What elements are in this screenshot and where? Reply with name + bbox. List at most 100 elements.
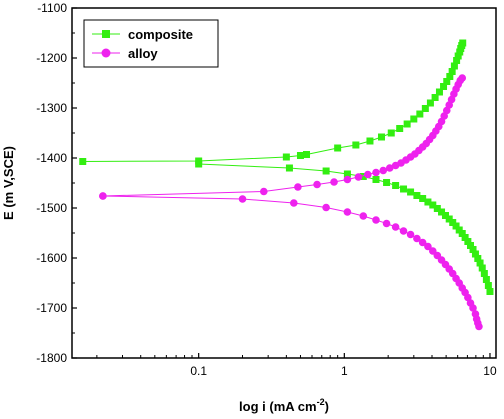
data-point-alloy (238, 195, 247, 203)
data-point-composite (407, 188, 415, 196)
legend: composite alloy (83, 19, 219, 68)
data-point-composite (392, 182, 400, 189)
data-point-composite (79, 158, 87, 165)
data-point-alloy (322, 203, 330, 212)
y-tick-label: -1300 (36, 101, 67, 115)
data-point-alloy (343, 208, 352, 216)
data-point-alloy (294, 183, 302, 191)
data-point-composite (435, 88, 443, 96)
data-point-alloy (330, 178, 338, 186)
axes-layer: -1800 -1700 -1600 -1500 -1400 -1300 -1200 -1100… (36, 1, 497, 378)
data-point-composite (469, 246, 477, 253)
data-point-composite (454, 52, 462, 60)
y-tick-label: -1700 (36, 301, 67, 315)
data-point-composite (429, 201, 437, 209)
data-point-alloy (469, 304, 477, 312)
x-tick-label: 0.1 (190, 364, 207, 378)
data-point-composite (410, 115, 418, 123)
data-point-alloy (354, 173, 363, 181)
data-point-composite (403, 120, 411, 128)
y-tick-label: -1400 (36, 151, 67, 165)
data-point-composite (480, 270, 488, 277)
data-point-composite (431, 94, 439, 101)
data-point-composite (352, 141, 360, 149)
series-layer (79, 39, 494, 331)
data-point-composite (482, 276, 490, 283)
data-point-alloy (413, 234, 421, 243)
x-axis-title-sup: -2 (317, 397, 325, 407)
data-point-alloy (343, 175, 352, 184)
data-point-composite (419, 195, 427, 202)
legend-label-alloy: alloy (128, 46, 158, 61)
data-point-composite (372, 176, 380, 183)
data-point-composite (195, 160, 203, 168)
data-point-composite (416, 110, 424, 118)
data-point-composite (343, 170, 351, 178)
data-point-alloy (379, 166, 388, 175)
data-point-alloy (391, 223, 400, 231)
data-point-composite (443, 78, 451, 85)
x-axis-title-main: log i (mA cm (239, 399, 317, 414)
y-tick-label: -1600 (36, 251, 67, 265)
y-tick-label: -1800 (36, 351, 67, 365)
legend-marker-composite (102, 30, 110, 38)
data-point-alloy (475, 322, 483, 331)
data-point-composite (452, 222, 460, 230)
data-point-alloy (290, 199, 298, 207)
data-point-composite (378, 133, 386, 141)
data-point-composite (453, 57, 461, 64)
y-tick-label: -1200 (36, 51, 67, 65)
data-point-composite (433, 205, 441, 212)
data-point-composite (421, 105, 429, 112)
data-point-composite (461, 234, 469, 241)
data-point-alloy (259, 187, 268, 196)
data-point-composite (426, 99, 434, 107)
data-point-composite (484, 282, 492, 289)
data-point-composite (448, 68, 456, 75)
data-point-alloy (418, 238, 427, 247)
data-point-alloy (382, 219, 391, 228)
data-point-alloy (372, 216, 380, 224)
data-point-composite (440, 83, 448, 90)
data-point-composite (424, 198, 432, 206)
data-point-composite (387, 129, 395, 137)
data-point-composite (366, 137, 374, 145)
legend-label-composite: composite (128, 27, 193, 42)
data-point-composite (476, 259, 484, 267)
data-point-composite (450, 62, 458, 70)
data-point-composite (282, 153, 290, 161)
data-point-alloy (385, 164, 394, 172)
data-point-alloy (406, 230, 415, 239)
data-point-composite (459, 39, 467, 47)
data-point-alloy (399, 227, 408, 235)
x-axis-title-close: ) (325, 399, 329, 414)
data-point-alloy (458, 74, 467, 82)
data-point-composite (438, 208, 446, 216)
data-point-composite (303, 151, 311, 158)
data-point-alloy (359, 212, 368, 220)
x-tick-label: 1 (341, 364, 348, 378)
data-point-composite (400, 185, 408, 193)
data-point-composite (466, 242, 474, 249)
data-point-composite (296, 152, 304, 159)
data-point-composite (471, 250, 479, 258)
y-axis-title: E (m V,SCE) (1, 146, 16, 220)
data-point-composite (334, 144, 342, 152)
y-tick-label: -1500 (36, 201, 67, 215)
data-point-composite (445, 215, 453, 223)
data-point-composite (322, 167, 330, 175)
y-tick-label: -1100 (37, 1, 67, 15)
data-point-alloy (313, 180, 321, 189)
data-point-composite (478, 264, 486, 272)
data-point-composite (359, 173, 367, 180)
legend-box (83, 19, 219, 68)
data-point-composite (464, 238, 472, 245)
data-point-composite (474, 255, 482, 262)
data-point-composite (486, 288, 494, 295)
data-point-alloy (372, 168, 380, 177)
x-tick-label: 10 (483, 364, 497, 378)
data-point-composite (383, 179, 391, 186)
data-point-composite (396, 125, 404, 132)
data-point-alloy (99, 192, 107, 200)
